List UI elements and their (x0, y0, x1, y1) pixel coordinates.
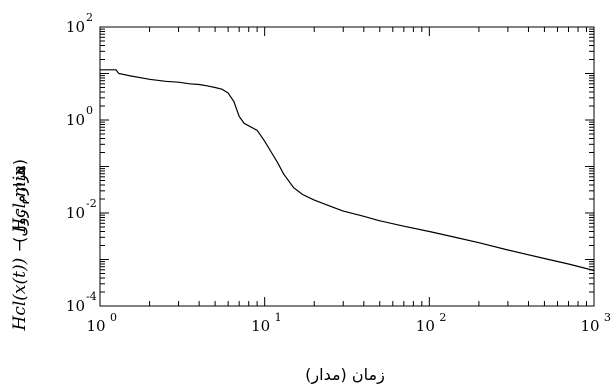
y-axis-label: Hcl(x(t)) − Hcl,min (هزارم ژول) (10, 159, 30, 331)
y-axis-label-math: Hcl(x(t)) − Hcl,min (10, 165, 30, 331)
y-tick-label: 010 (66, 104, 93, 129)
svg-text:10: 10 (66, 204, 85, 222)
y-tick-label: 210 (66, 11, 93, 36)
svg-text:1: 1 (275, 311, 282, 324)
svg-text:10: 10 (66, 297, 85, 315)
svg-text:10: 10 (416, 317, 435, 335)
svg-text:2: 2 (86, 11, 93, 24)
x-tick-label: 10 3 (580, 311, 611, 335)
svg-text:10: 10 (86, 317, 105, 335)
svg-text:10: 10 (66, 111, 85, 129)
svg-text:10: 10 (580, 317, 599, 335)
svg-text:10: 10 (251, 317, 270, 335)
svg-text:-2: -2 (86, 197, 97, 210)
x-tick-label: 10 1 (251, 311, 282, 335)
plot-area (100, 69, 595, 272)
svg-text:0: 0 (110, 311, 117, 324)
y-tick-label: -410 (66, 290, 97, 315)
svg-text:2: 2 (439, 311, 446, 324)
series-line (100, 69, 595, 272)
svg-text:10: 10 (66, 18, 85, 36)
y-axis-label-units: (هزارم ژول) (10, 159, 30, 243)
plot-frame (99, 26, 595, 307)
svg-text:3: 3 (604, 311, 611, 324)
x-tick-label: 10 0 (86, 311, 117, 335)
x-axis-label: زمان (مدار) (305, 365, 385, 385)
x-tick-label: 10 2 (416, 311, 447, 335)
svg-text:-4: -4 (86, 290, 97, 303)
axes (99, 26, 595, 307)
svg-text:0: 0 (86, 104, 93, 117)
y-tick-label: -210 (66, 197, 97, 222)
